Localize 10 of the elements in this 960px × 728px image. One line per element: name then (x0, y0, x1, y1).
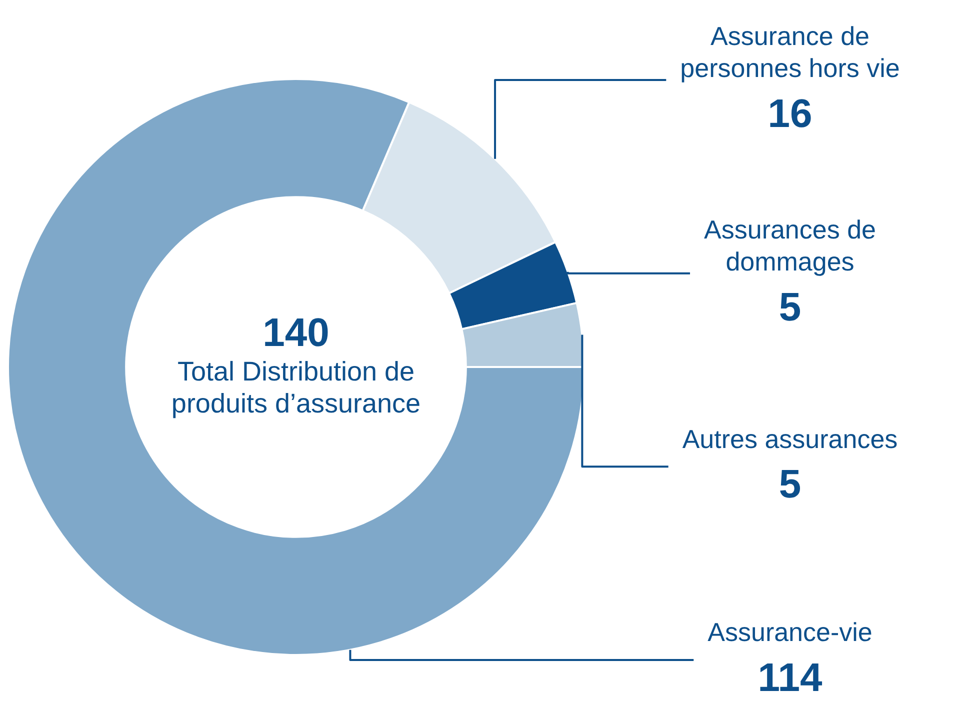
slice-label: Assurance de personnes hors vie (680, 21, 900, 84)
data-label: 114 (758, 656, 824, 700)
data-label: 16 (768, 92, 812, 136)
slice-label: Autres assurances (682, 424, 898, 454)
data-label: 5 (778, 462, 802, 507)
text: Total Distribution de produits d’assurance (171, 356, 421, 418)
slice-label: Assurances de dommages (704, 214, 876, 277)
data-label: 5 (778, 285, 802, 330)
slice-label: Assurance-vie (708, 617, 872, 648)
text: 140 (262, 311, 330, 356)
